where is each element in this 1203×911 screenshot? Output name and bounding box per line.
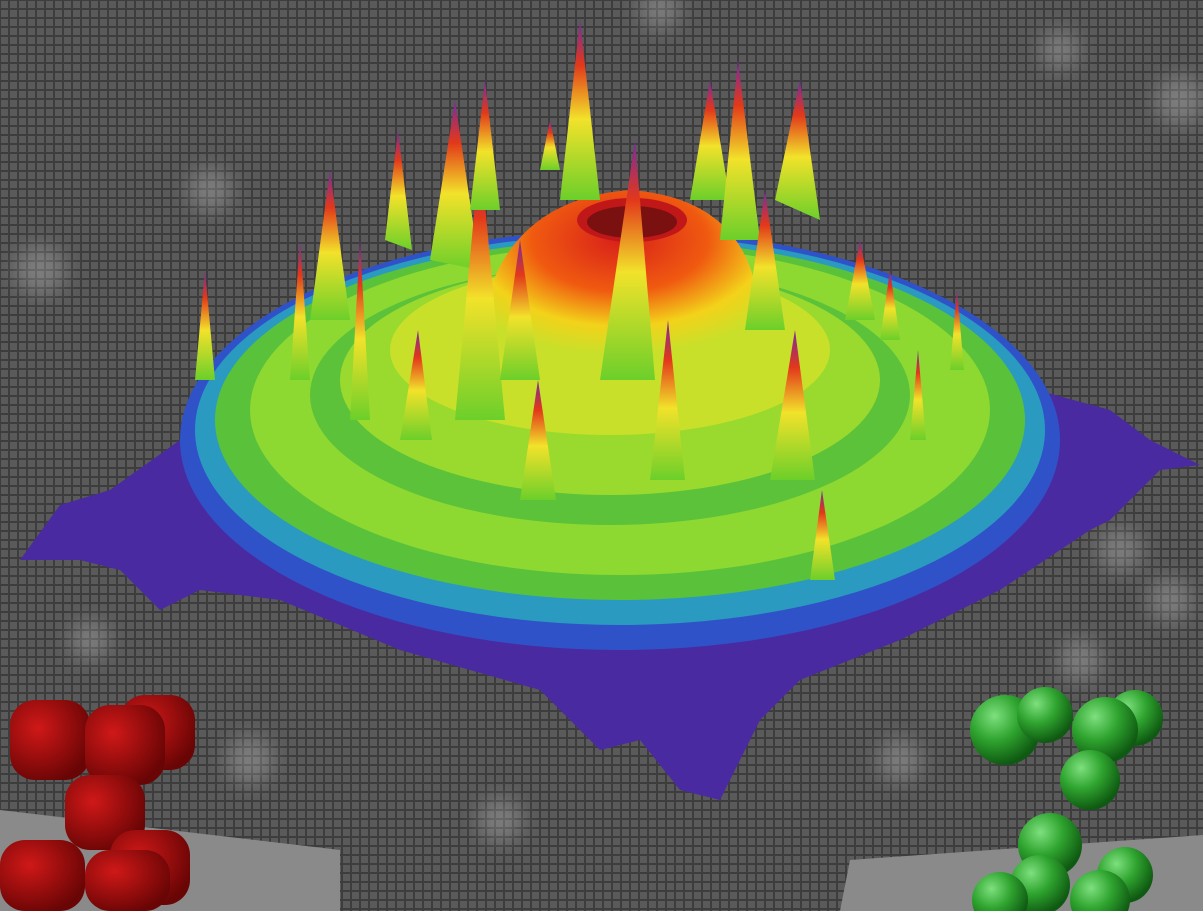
light-blotches: [15, 0, 1203, 842]
red-cubes: [0, 695, 195, 911]
green-spheres: [970, 687, 1163, 911]
spikes: [195, 20, 964, 580]
